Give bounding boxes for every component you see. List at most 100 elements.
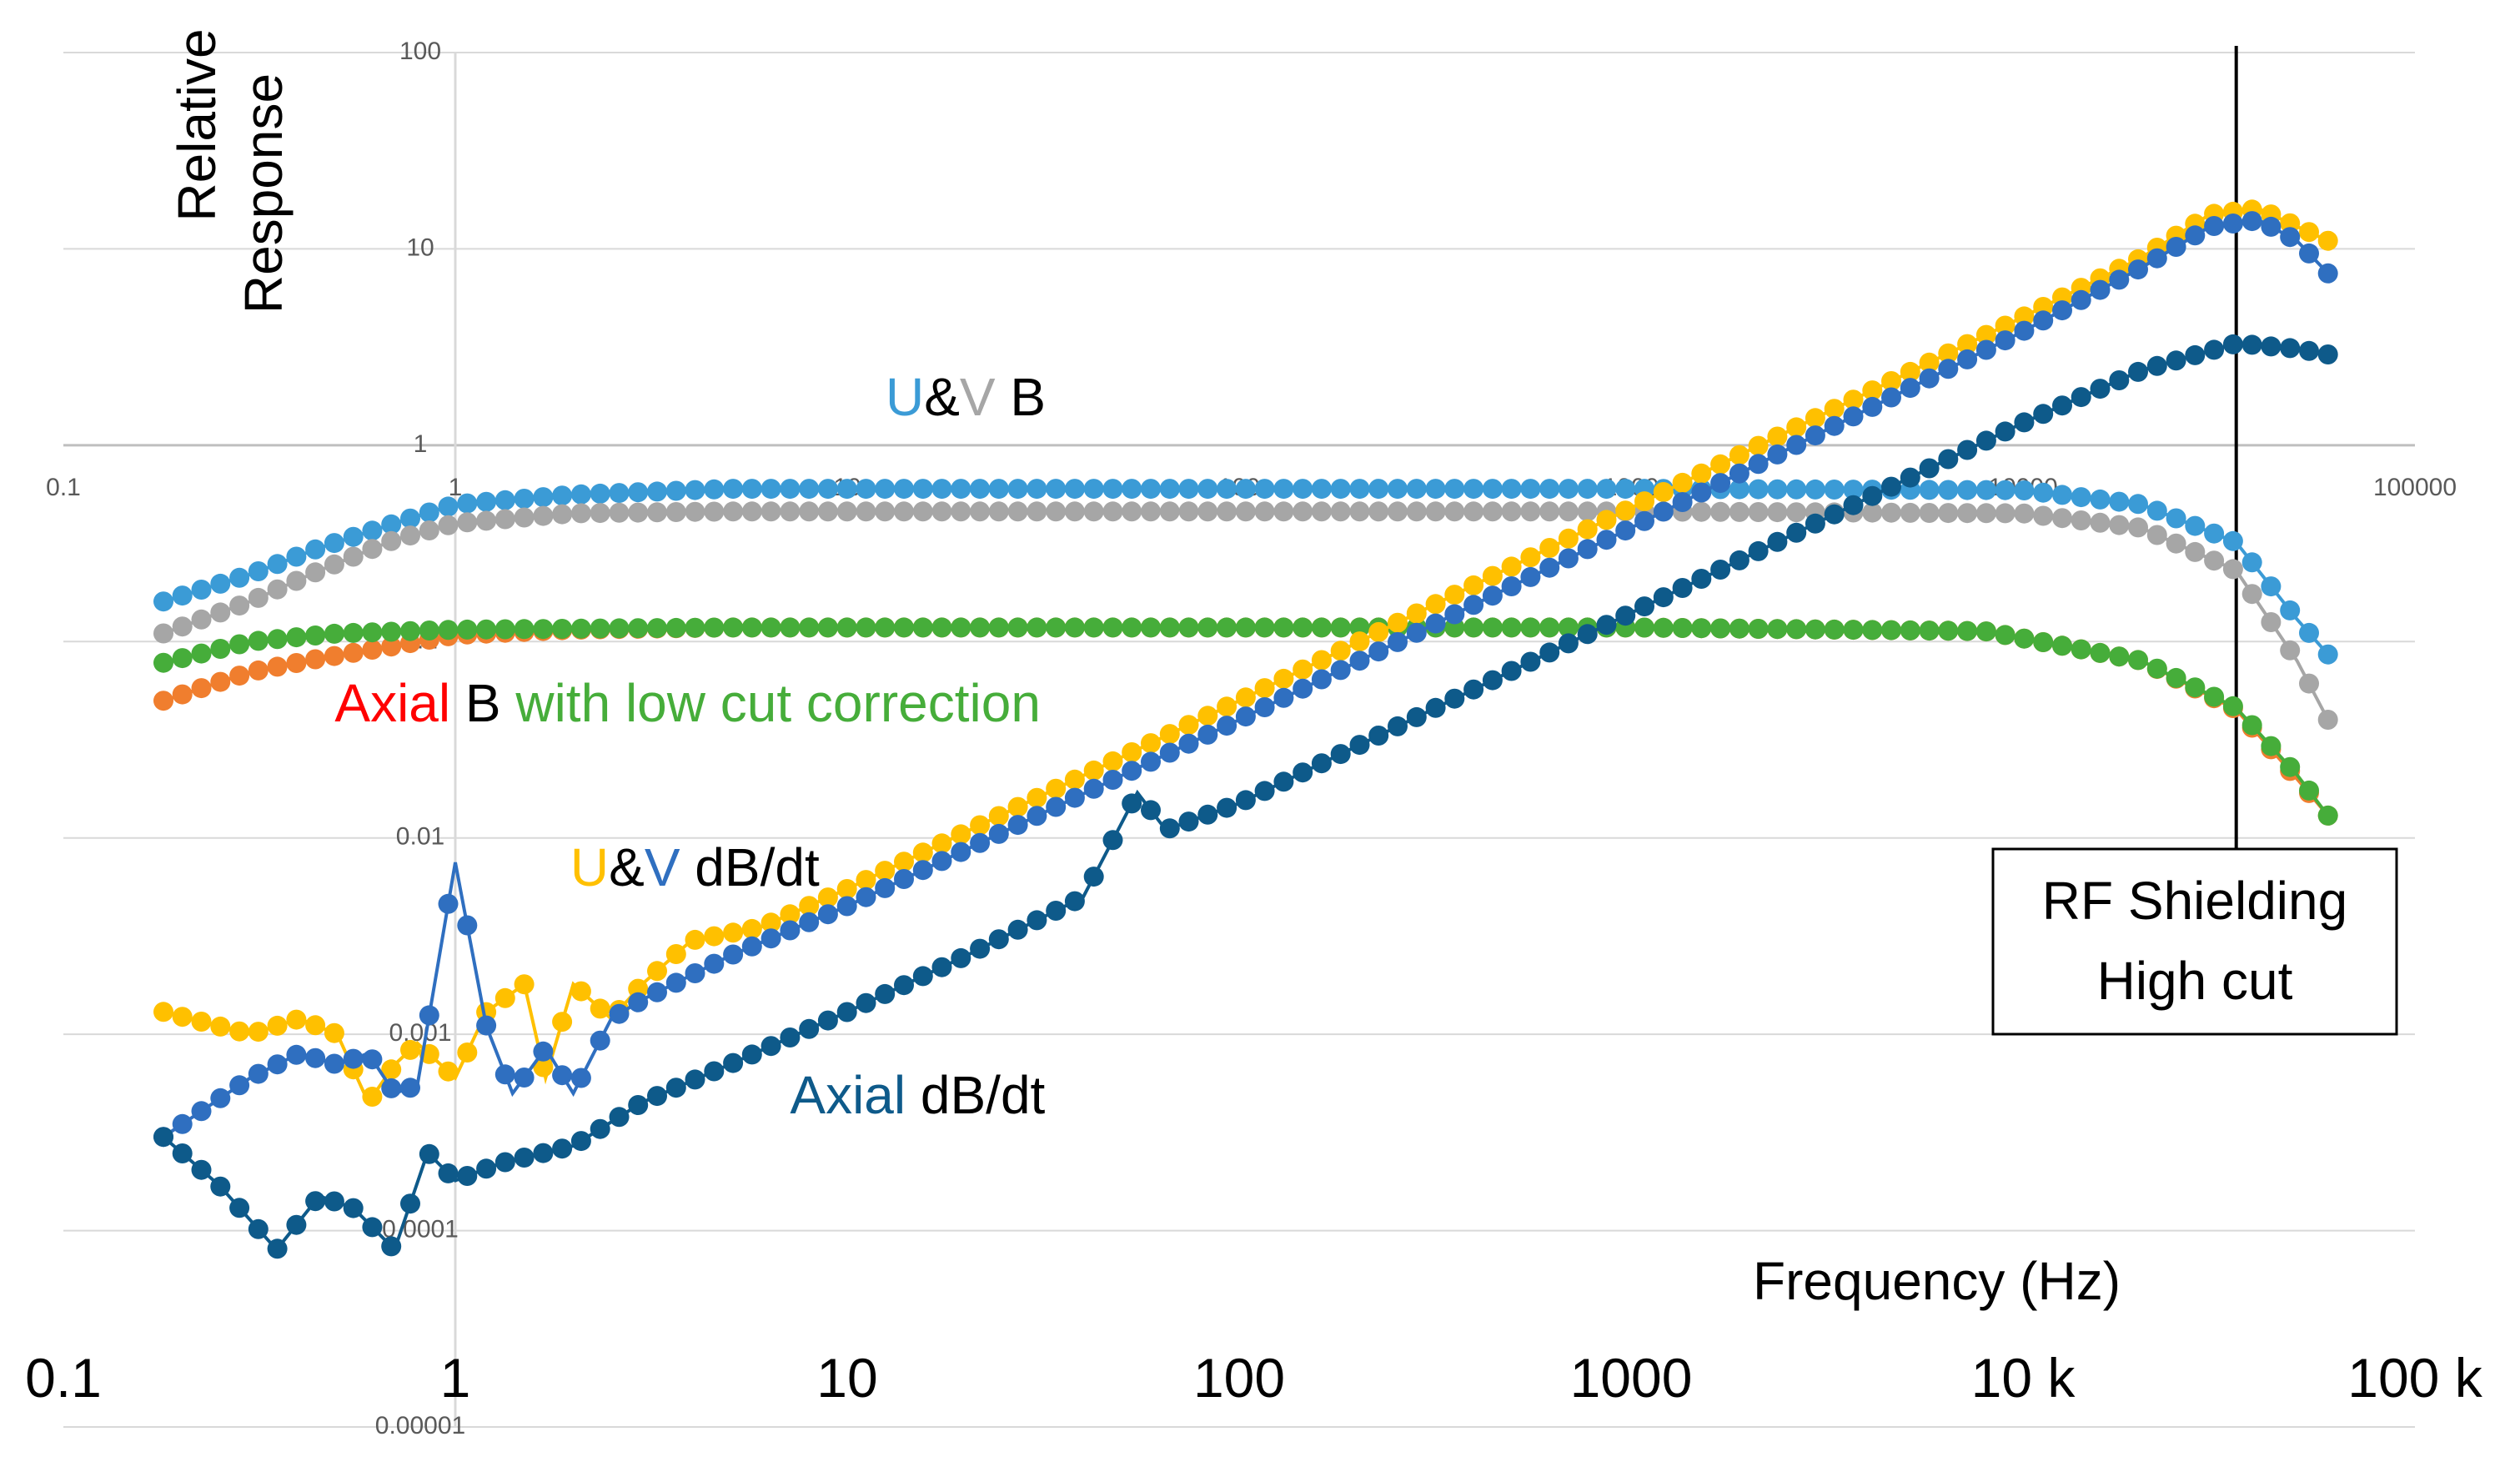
data-point [343, 526, 364, 547]
data-point [267, 554, 288, 575]
data-point [1368, 621, 1389, 642]
data-point [2090, 642, 2111, 663]
data-point [438, 1163, 459, 1183]
data-point [1444, 604, 1465, 625]
data-point [305, 1015, 326, 1036]
data-point [1710, 454, 1731, 475]
data-point [1577, 624, 1598, 645]
data-point [1653, 501, 1674, 522]
y-tick-label: 100 [399, 38, 441, 65]
data-point [1178, 501, 1199, 522]
data-point [1558, 479, 1579, 500]
data-point [1577, 479, 1598, 500]
data-point [970, 832, 991, 853]
data-point [1311, 650, 1332, 671]
data-point [172, 648, 193, 669]
data-point [2261, 216, 2282, 237]
data-point [799, 479, 820, 500]
data-point [1881, 371, 1901, 391]
data-point [1482, 565, 1503, 586]
data-point [817, 904, 838, 925]
data-point [1159, 479, 1180, 500]
data-point [1938, 503, 1959, 524]
data-point [1767, 444, 1788, 465]
data-point [2317, 263, 2338, 284]
data-point [248, 561, 269, 581]
data-point [1388, 479, 1408, 500]
data-point [970, 815, 991, 836]
data-point [1064, 501, 1085, 522]
data-point [628, 482, 649, 503]
data-point [1767, 531, 1788, 552]
data-point [2185, 225, 2206, 246]
data-point [2014, 412, 2035, 433]
data-point [210, 639, 231, 659]
legend-axial-dbdt: Axial dB/dt [719, 1065, 1090, 1125]
data-point [570, 618, 591, 639]
data-point [1273, 617, 1294, 638]
data-point [799, 501, 820, 522]
data-point [1975, 480, 1996, 500]
data-point [1729, 479, 1749, 500]
data-point [1729, 445, 1749, 465]
data-point [2014, 306, 2035, 327]
data-point [1444, 479, 1465, 500]
data-point [1862, 380, 1883, 401]
data-point [875, 861, 896, 882]
data-point [1083, 479, 1104, 500]
data-point [2090, 279, 2111, 300]
data-point [1957, 334, 1978, 354]
data-point [324, 623, 344, 644]
data-point [704, 926, 725, 947]
data-point [2014, 503, 2035, 524]
data-point [514, 974, 535, 995]
data-point [875, 501, 896, 522]
series-axial-db-dt [153, 334, 2338, 1259]
data-point [267, 1238, 288, 1259]
data-point [951, 479, 971, 500]
data-point [741, 918, 762, 939]
data-point [1330, 617, 1351, 638]
data-point [1957, 503, 1978, 524]
data-point [362, 622, 383, 643]
data-point [685, 501, 705, 522]
legend-axial-dbdt-rest: dB/dt [906, 1065, 1045, 1125]
data-point [533, 1057, 554, 1078]
data-point [1539, 642, 1560, 663]
data-point [286, 627, 307, 648]
data-point [514, 1068, 535, 1088]
data-point [1919, 458, 1940, 479]
data-point [191, 580, 212, 600]
data-point [1501, 556, 1522, 577]
data-point [1710, 473, 1731, 494]
data-point [438, 496, 459, 517]
data-point [1217, 696, 1237, 717]
data-point [1634, 491, 1654, 512]
data-point [1102, 830, 1123, 851]
data-point [875, 479, 896, 500]
data-point [1178, 733, 1199, 754]
data-point [457, 512, 478, 533]
data-point [1293, 479, 1313, 500]
legend-uv-dbdt-rest: dB/dt [680, 837, 820, 897]
data-point [1027, 787, 1047, 808]
data-point [1406, 501, 1427, 522]
data-point [2222, 559, 2243, 580]
legend-uv-dbdt: U&V dB/dt [496, 837, 864, 897]
legend-uv-dbdt-v: V [645, 837, 680, 897]
data-point [1007, 796, 1028, 817]
data-point [1938, 343, 1959, 364]
data-point [1027, 910, 1047, 931]
data-point [1102, 617, 1123, 638]
data-point [1349, 651, 1370, 671]
data-point [1786, 522, 1807, 543]
data-point [1824, 480, 1845, 500]
data-point [780, 904, 801, 925]
data-point [799, 912, 820, 932]
data-point [1881, 620, 1901, 641]
legend-uv-b-v: V [960, 367, 996, 427]
data-point [590, 483, 610, 504]
data-point [2204, 339, 2225, 360]
data-point [305, 539, 326, 560]
data-point [324, 533, 344, 554]
